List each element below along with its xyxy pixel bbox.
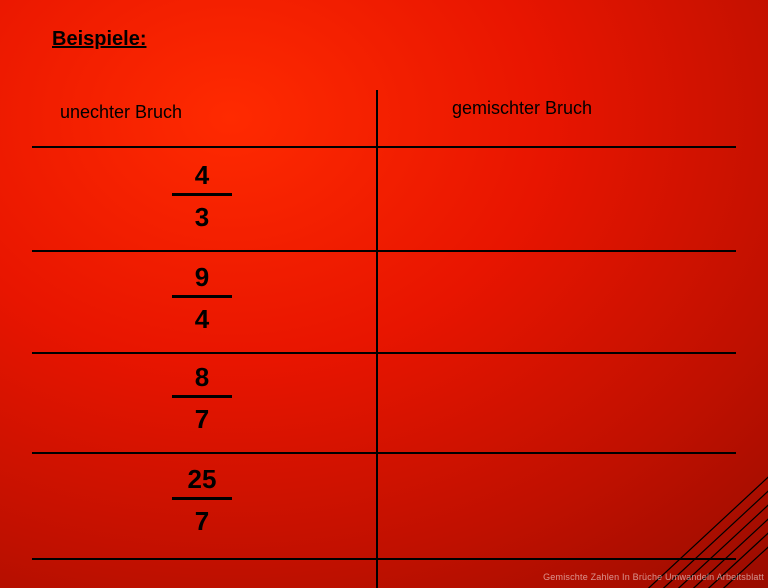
column-header-improper-fraction: unechter Bruch [60,102,182,123]
fraction-numerator: 4 [172,160,232,193]
slide-title: Beispiele: [52,28,146,51]
fraction-denominator: 7 [172,398,232,435]
vertical-divider [376,90,378,588]
row-divider [32,352,736,354]
fraction-cell: 4 3 [172,160,232,233]
row-divider [32,250,736,252]
fraction-cell: 25 7 [172,464,232,537]
fraction-denominator: 4 [172,298,232,335]
fraction-cell: 9 4 [172,262,232,335]
fraction-cell: 8 7 [172,362,232,435]
fraction-numerator: 25 [172,464,232,497]
column-header-mixed-number: gemischter Bruch [452,98,592,119]
watermark-text: Gemischte Zahlen In Brüche Umwandeln Arb… [543,572,764,582]
row-divider [32,146,736,148]
fraction-numerator: 9 [172,262,232,295]
fraction-denominator: 3 [172,196,232,233]
fraction-numerator: 8 [172,362,232,395]
decorative-scratches [598,458,768,588]
row-divider [32,558,736,560]
fraction-denominator: 7 [172,500,232,537]
row-divider [32,452,736,454]
